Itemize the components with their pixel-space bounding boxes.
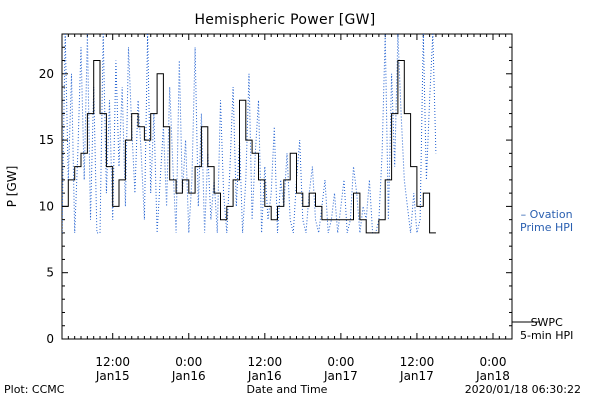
- x-tick-label-date: Jan15: [95, 369, 130, 383]
- ovation-series-line: [62, 34, 437, 234]
- legend-ovation-line1: – Ovation: [520, 208, 573, 221]
- legend-swpc-line2: 5-min HPI: [520, 329, 574, 342]
- x-tick-label-time: 12:00: [248, 355, 283, 369]
- plot-source: Plot: CCMC: [4, 383, 65, 396]
- legend-ovation: – Ovation Prime HPI: [520, 208, 573, 234]
- x-tick-label-time: 0:00: [480, 355, 507, 369]
- x-tick-label-date: Jan17: [399, 369, 434, 383]
- x-tick-label-date: Jan18: [475, 369, 510, 383]
- x-tick-label-date: Jan16: [247, 369, 282, 383]
- plot-frame: [61, 33, 513, 340]
- swpc-series-line: [62, 60, 436, 234]
- y-axis-label: P [GW]: [5, 166, 19, 208]
- legend-swpc: SWPC 5-min HPI: [520, 316, 573, 342]
- plot-timestamp: 2020/01/18 06:30:22: [464, 383, 581, 396]
- y-tick-label: 15: [39, 133, 54, 147]
- legend-swpc-line1: SWPC: [530, 316, 563, 329]
- y-tick-label: 0: [46, 332, 54, 346]
- x-tick-label-date: Jan16: [171, 369, 206, 383]
- x-tick-label-time: 12:00: [400, 355, 435, 369]
- y-tick-label: 20: [39, 67, 54, 81]
- y-tick-label: 5: [46, 266, 54, 280]
- x-tick-label-time: 12:00: [95, 355, 130, 369]
- x-tick-label-time: 0:00: [327, 355, 354, 369]
- x-tick-label-time: 0:00: [175, 355, 202, 369]
- chart-title: Hemispheric Power [GW]: [194, 12, 376, 28]
- y-tick-label: 10: [39, 199, 54, 213]
- legend-ovation-line2: Prime HPI: [520, 221, 574, 234]
- x-axis-label: Date and Time: [246, 383, 328, 396]
- x-tick-label-date: Jan17: [323, 369, 358, 383]
